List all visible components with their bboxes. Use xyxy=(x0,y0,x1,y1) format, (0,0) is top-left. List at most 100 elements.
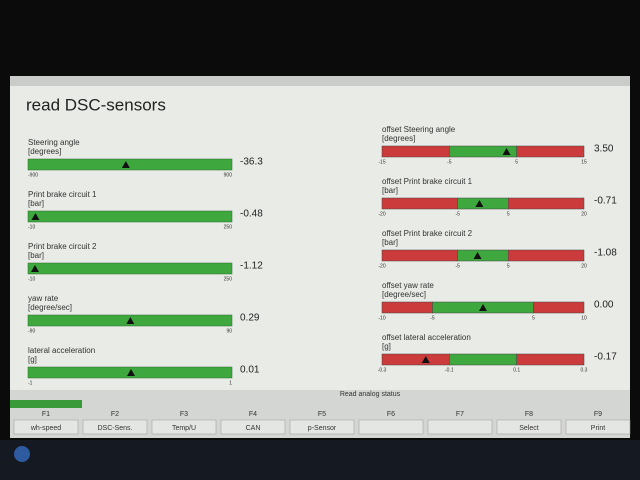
key-label[interactable]: Print xyxy=(591,425,605,432)
gauge-tick: -20 xyxy=(378,211,385,217)
gauge-tick: -5 xyxy=(456,211,461,217)
value-marker xyxy=(31,213,40,220)
gauge-min: -10 xyxy=(28,224,35,230)
gauge-unit: [g] xyxy=(382,342,391,351)
function-key[interactable] xyxy=(151,419,217,435)
gauge-unit: [degree/sec] xyxy=(28,303,72,312)
gauge-label: offset yaw rate xyxy=(382,281,434,290)
value-marker xyxy=(473,252,482,259)
gauge-value: -36.3 xyxy=(240,157,263,168)
value-marker xyxy=(30,265,39,272)
gauge-tick: 5 xyxy=(507,263,510,269)
gauge-tick: 10 xyxy=(581,315,587,321)
gauge-tick: 5 xyxy=(507,211,510,217)
key-label[interactable]: CAN xyxy=(246,425,261,432)
function-key[interactable] xyxy=(13,419,79,435)
key-name: F9 xyxy=(594,411,602,418)
gauge-value: 0.00 xyxy=(594,300,614,311)
key-name: F1 xyxy=(42,411,50,418)
gauge-tick: 0.1 xyxy=(513,367,520,373)
gauge-label: Print brake circuit 1 xyxy=(28,190,97,199)
function-key[interactable] xyxy=(496,419,562,435)
function-key[interactable] xyxy=(427,419,493,435)
window-title: read DSC-sensors xyxy=(26,95,166,114)
gauge-value: -0.48 xyxy=(240,209,263,220)
gauge-bar xyxy=(27,210,233,223)
function-key[interactable] xyxy=(289,419,355,435)
key-name: F2 xyxy=(111,411,119,418)
function-key[interactable] xyxy=(220,419,286,435)
gauge-tick: -5 xyxy=(430,315,435,321)
gauge-zone xyxy=(516,145,585,158)
gauge-max: 1 xyxy=(229,380,232,386)
gauge-unit: [g] xyxy=(28,355,37,364)
gauge-zone xyxy=(381,145,450,158)
value-marker xyxy=(479,304,487,311)
gauge-tick: -20 xyxy=(378,263,385,269)
gauge-unit: [degrees] xyxy=(382,134,415,143)
gauge-zone xyxy=(457,197,509,210)
key-label[interactable]: Select xyxy=(519,425,539,432)
value-marker xyxy=(475,200,484,207)
key-name: F7 xyxy=(456,411,464,418)
gauge-label: offset lateral acceleration xyxy=(382,333,471,342)
gauge-min: -900 xyxy=(28,172,38,178)
key-name: F5 xyxy=(318,411,326,418)
gauge-label: lateral acceleration xyxy=(28,346,95,355)
gauge-zone xyxy=(381,353,450,366)
gauge-unit: [bar] xyxy=(382,238,398,247)
gauge-tick: 15 xyxy=(581,159,587,165)
gauge-label: offset Print brake circuit 1 xyxy=(382,177,473,186)
gauge-label: Print brake circuit 2 xyxy=(28,242,97,251)
key-name: F3 xyxy=(180,411,188,418)
gauge-min: -10 xyxy=(28,276,35,282)
gauge-unit: [degrees] xyxy=(28,147,61,156)
start-button[interactable] xyxy=(14,446,30,462)
gauge-tick: 5 xyxy=(532,315,535,321)
gauge-value: 0.29 xyxy=(240,313,260,324)
window-top xyxy=(10,76,630,86)
key-name: F6 xyxy=(387,411,395,418)
value-marker xyxy=(421,356,430,363)
gauge-zone xyxy=(508,249,585,262)
gauge-value: -0.71 xyxy=(594,196,617,207)
gauge-value: -0.17 xyxy=(594,352,617,363)
gauge-tick: 5 xyxy=(515,159,518,165)
gauge-tick: 0.3 xyxy=(581,367,588,373)
gauge-unit: [bar] xyxy=(28,251,44,260)
gauge-zone xyxy=(508,197,585,210)
key-name: F8 xyxy=(525,411,533,418)
key-label[interactable]: DSC-Sens. xyxy=(97,425,132,432)
function-key[interactable] xyxy=(565,419,631,435)
gauge-tick: -15 xyxy=(378,159,385,165)
gauge-zone xyxy=(381,249,458,262)
gauge-min: -90 xyxy=(28,328,35,334)
gauge-max: 90 xyxy=(226,328,232,334)
gauge-bar xyxy=(27,158,233,171)
gauge-tick: 20 xyxy=(581,211,587,217)
gauge-unit: [degree/sec] xyxy=(382,290,426,299)
gauge-tick: -5 xyxy=(456,263,461,269)
value-marker xyxy=(127,369,136,376)
gauge-zone xyxy=(457,249,509,262)
key-label[interactable]: Temp/U xyxy=(172,425,196,432)
gauge-value: 3.50 xyxy=(594,144,614,155)
gauge-min: -1 xyxy=(28,380,33,386)
gauge-tick: -0.1 xyxy=(445,367,454,373)
gauge-zone xyxy=(449,353,517,366)
gauge-label: yaw rate xyxy=(28,294,59,303)
taskbar xyxy=(0,440,640,480)
gauge-zone xyxy=(381,301,433,314)
gauge-tick: -10 xyxy=(378,315,385,321)
key-name: F4 xyxy=(249,411,257,418)
function-key[interactable] xyxy=(358,419,424,435)
gauge-value: -1.08 xyxy=(594,248,617,259)
gauge-max: 900 xyxy=(224,172,233,178)
key-label[interactable]: p-Sensor xyxy=(308,425,337,432)
key-label[interactable]: wh-speed xyxy=(30,425,61,432)
function-key[interactable] xyxy=(82,419,148,435)
status-tab xyxy=(10,400,82,408)
gauge-zone xyxy=(516,353,585,366)
